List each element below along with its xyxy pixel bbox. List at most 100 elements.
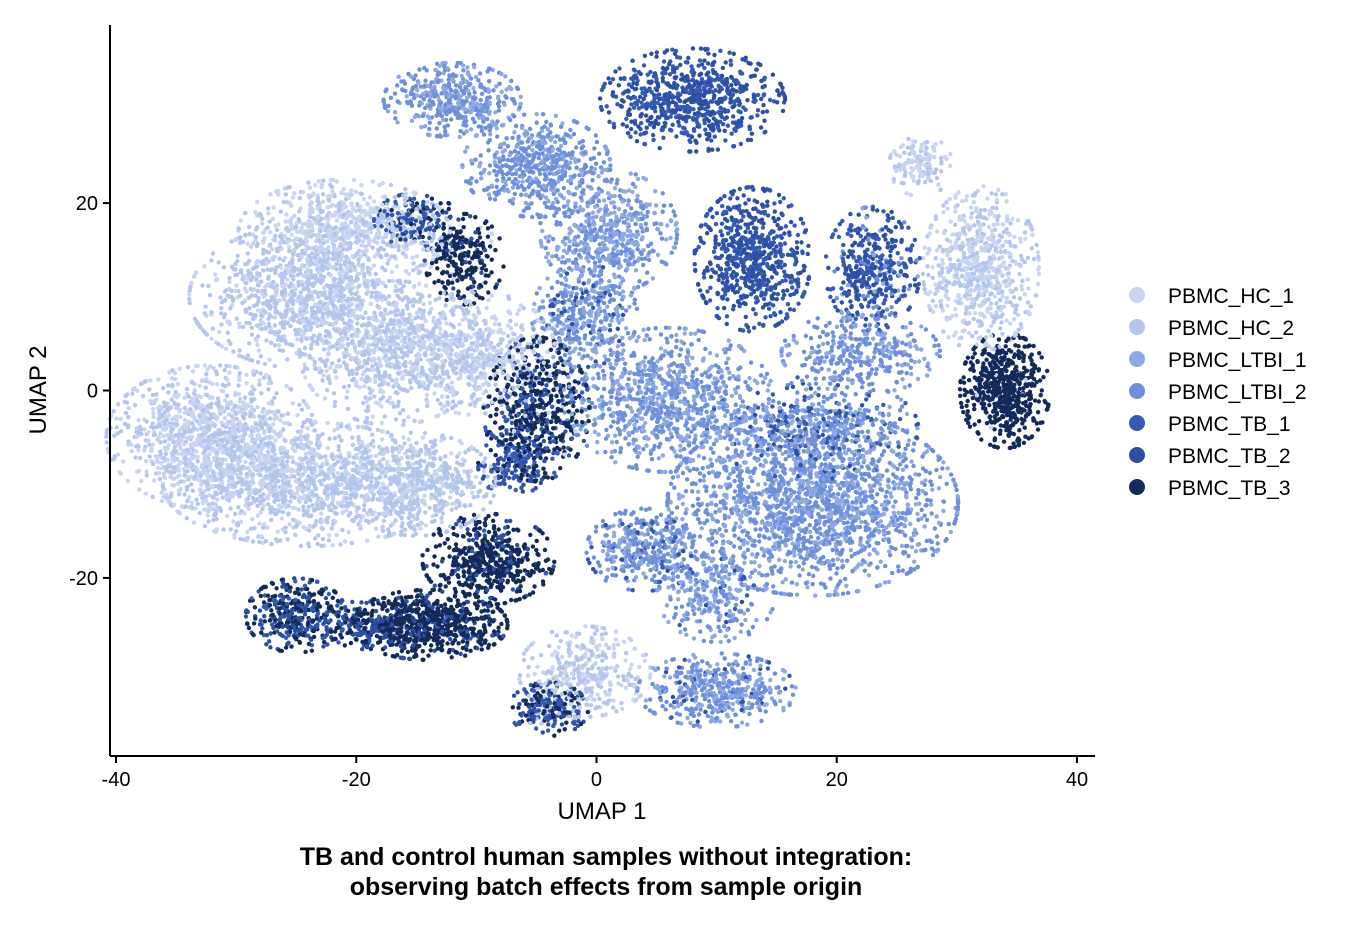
scatter-point [794,240,800,245]
scatter-point [245,241,250,246]
scatter-point [359,376,364,382]
scatter-point [968,360,974,365]
scatter-point [177,366,182,371]
scatter-point [1004,300,1009,305]
scatter-point [463,149,468,154]
scatter-point [592,631,598,636]
scatter-point [585,557,591,562]
scatter-point [600,658,605,663]
scatter-point [1022,425,1027,430]
scatter-point [661,135,666,140]
scatter-point [809,402,815,407]
scatter-point [223,346,229,352]
scatter-point [556,206,561,212]
scatter-point [508,318,513,324]
scatter-point [521,651,527,656]
scatter-point [1001,439,1007,444]
scatter-point [389,269,395,275]
scatter-point [647,675,653,680]
scatter-point [720,203,725,209]
scatter-point [657,146,662,151]
scatter-point [295,586,300,592]
scatter-point [952,265,958,271]
scatter-point [375,640,381,645]
scatter-point [620,289,626,294]
scatter-point [551,426,556,431]
scatter-point [313,183,318,188]
scatter-point [905,145,911,150]
scatter-point [859,385,865,390]
scatter-point [813,381,819,386]
scatter-point [674,338,679,343]
scatter-point [922,180,928,185]
scatter-point [482,528,487,533]
scatter-point [456,217,461,222]
scatter-point [162,439,167,444]
scatter-point [774,244,779,249]
scatter-point [422,493,427,498]
scatter-point [482,456,488,461]
scatter-point [215,497,220,502]
scatter-point [550,200,556,206]
scatter-point [721,624,727,629]
scatter-point [235,253,240,258]
scatter-point [813,376,818,381]
scatter-point [977,419,982,424]
scatter-point [491,526,497,531]
scatter-point [959,404,965,410]
scatter-point [830,330,835,335]
scatter-point [360,647,365,652]
scatter-point [403,186,408,192]
scatter-point [488,500,493,505]
scatter-point [864,494,869,499]
scatter-point [913,413,918,419]
scatter-point [456,641,461,646]
scatter-point [258,354,264,359]
scatter-point [515,359,520,364]
scatter-point [534,364,540,370]
scatter-point [992,427,997,432]
scatter-point [668,218,674,223]
scatter-point [795,232,801,238]
scatter-point [708,678,713,684]
scatter-point [649,51,654,56]
scatter-point [337,434,342,439]
scatter-point [731,307,736,312]
scatter-point [552,213,557,218]
scatter-point [501,264,506,269]
scatter-point [875,208,880,213]
scatter-point [745,98,750,103]
scatter-point [492,197,498,202]
scatter-point [654,515,659,520]
scatter-point [765,572,770,577]
scatter-point [821,399,826,404]
scatter-point [396,462,402,467]
scatter-point [349,541,354,546]
scatter-point [755,108,761,113]
scatter-point [757,671,762,677]
scatter-point [300,424,305,429]
scatter-point [386,381,391,387]
scatter-point [970,395,975,401]
scatter-point [363,395,368,400]
scatter-point [542,547,548,553]
scatter-point [545,728,551,733]
scatter-point [663,659,669,664]
scatter-point [743,661,748,666]
scatter-point [783,686,788,691]
scatter-point [962,387,967,392]
scatter-point [895,362,900,367]
scatter-point [617,66,622,71]
scatter-point [1012,317,1017,322]
scatter-point [842,398,847,403]
scatter-point [346,383,352,389]
scatter-point [545,293,551,298]
scatter-point [841,252,847,257]
scatter-point [953,516,959,522]
scatter-point [772,209,777,214]
scatter-point [891,486,897,491]
scatter-point [444,297,449,303]
scatter-point [489,224,494,229]
scatter-point [1022,292,1027,297]
scatter-point [507,485,513,490]
